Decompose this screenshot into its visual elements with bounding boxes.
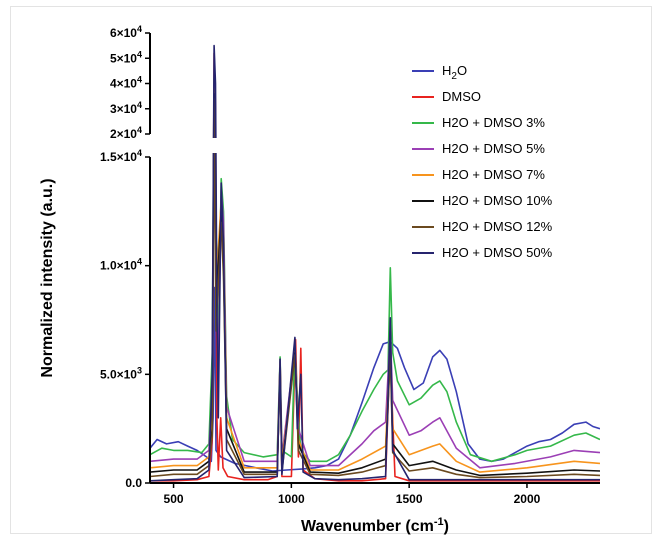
y-upper-tick-exponent: 4 <box>137 100 142 110</box>
x-tick-label-4: 2000 <box>514 492 541 506</box>
y-lower-tick-label-4: 1.5×104 <box>100 148 142 164</box>
y-upper-tick-exponent: 4 <box>137 75 142 85</box>
y-lower-tick-mantissa: 5.0×10 <box>100 367 137 381</box>
legend-label-6: H2O + DMSO 10% <box>442 193 553 208</box>
legend-label-4: H2O + DMSO 5% <box>442 141 545 156</box>
y-lower-tick-exponent: 4 <box>137 257 142 267</box>
series-line-8 <box>150 44 600 482</box>
x-tick-label-2: 1000 <box>278 492 305 506</box>
legend-label-8: H2O + DMSO 50% <box>442 245 553 260</box>
y-lower-tick-label-1: 0.0 <box>125 476 142 490</box>
y-upper-tick-mantissa: 5×10 <box>110 51 137 65</box>
x-axis-title-sup: -1 <box>434 516 444 528</box>
x-tick-label-1: 500 <box>164 492 184 506</box>
tick-labels: 500 1000 1500 20000.05.0×1031.0×1041.5×1042… <box>100 24 541 506</box>
y-upper-tick-exponent: 4 <box>137 24 142 34</box>
axis-break-gap <box>205 138 225 153</box>
y-lower-tick-label-2: 5.0×103 <box>100 365 142 381</box>
y-lower-tick-mantissa: 1.0×10 <box>100 259 137 273</box>
legend-label-part-1: H <box>442 63 451 78</box>
legend-label-5: H2O + DMSO 7% <box>442 167 545 182</box>
legend-label-2: DMSO <box>442 89 481 104</box>
legend: H2O DMSO H2O + DMSO 3% H2O + DMSO 5% H2O + D… <box>412 63 553 260</box>
y-lower-tick-mantissa: 1.5×10 <box>100 150 137 164</box>
y-lower-tick-mantissa: 0.0 <box>125 476 142 490</box>
y-upper-tick-label-5: 6×104 <box>110 24 142 40</box>
y-axis-title: Normalized intensity (a.u.) <box>39 178 56 377</box>
legend-label-7: H2O + DMSO 12% <box>442 219 553 234</box>
y-upper-tick-label-4: 5×104 <box>110 49 142 65</box>
series-lines <box>150 44 600 482</box>
y-upper-tick-label-3: 4×104 <box>110 75 142 91</box>
x-axis-title-end: ) <box>444 518 449 535</box>
x-axis-title-main: Wavenumber (cm <box>301 518 434 535</box>
x-axis-title: Wavenumber (cm-1) <box>301 516 449 535</box>
y-upper-tick-mantissa: 2×10 <box>110 127 137 141</box>
legend-label-3: H2O + DMSO 3% <box>442 115 545 130</box>
axes <box>145 32 600 488</box>
y-upper-tick-exponent: 4 <box>137 49 142 59</box>
y-lower-tick-exponent: 4 <box>137 148 142 158</box>
legend-label-part-2: 2 <box>451 71 457 82</box>
y-lower-tick-exponent: 3 <box>137 365 142 375</box>
y-upper-tick-mantissa: 6×10 <box>110 26 137 40</box>
legend-label-part-3: O <box>457 63 467 78</box>
y-upper-tick-label-2: 3×104 <box>110 100 142 116</box>
x-tick-label-3: 1500 <box>396 492 423 506</box>
legend-label-1: H2O <box>442 63 467 82</box>
y-upper-tick-mantissa: 3×10 <box>110 102 137 116</box>
y-lower-tick-label-3: 1.0×104 <box>100 257 142 273</box>
y-upper-tick-label-1: 2×104 <box>110 125 142 141</box>
y-upper-tick-mantissa: 4×10 <box>110 77 137 91</box>
figure-frame <box>10 6 652 534</box>
y-upper-tick-exponent: 4 <box>137 125 142 135</box>
